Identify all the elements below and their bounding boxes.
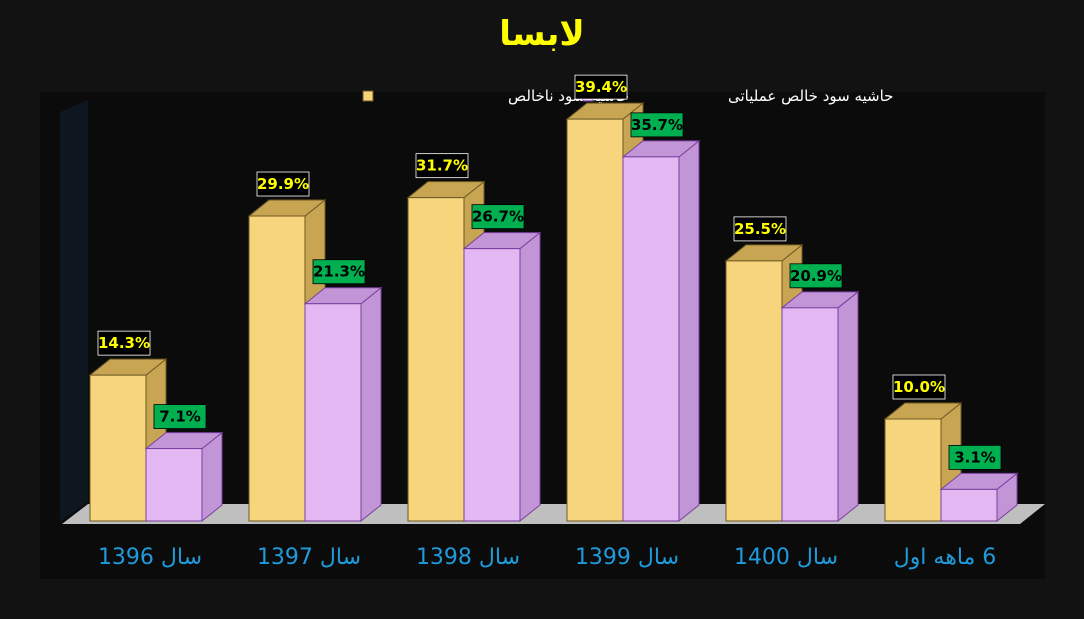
- bar-side: [360, 286, 382, 523]
- category-label-2: سال 1397: [257, 545, 361, 570]
- value-label-text: 10.0%: [893, 378, 945, 396]
- value-label-box: [892, 374, 946, 400]
- bar-2-4: [621, 139, 701, 523]
- value-label-box: [256, 171, 310, 197]
- value-label-box: [630, 112, 684, 138]
- value-label-box: [948, 444, 1002, 470]
- value-label-series-2-3: 26.7%: [471, 204, 525, 230]
- value-label-series-2-4: 35.7%: [630, 112, 684, 138]
- bar-side: [519, 231, 541, 523]
- bar-front: [566, 118, 624, 522]
- bar-1-1: [88, 358, 168, 523]
- value-label-series-2-6: 3.1%: [948, 444, 1002, 470]
- back-wall: [60, 100, 88, 522]
- bar-2-3: [462, 231, 542, 523]
- value-label-series-1-5: 25.5%: [733, 216, 787, 242]
- value-label-series-2-1: 7.1%: [153, 404, 207, 429]
- value-label-text: 26.7%: [472, 208, 524, 226]
- legend-swatch-series-1: [362, 90, 374, 102]
- bar-front: [463, 248, 521, 522]
- value-label-text: 14.3%: [98, 334, 150, 352]
- value-label-text: 3.1%: [954, 448, 996, 466]
- value-label-box: [733, 216, 787, 242]
- bar-front: [622, 156, 680, 522]
- bar-front: [248, 215, 306, 522]
- value-label-box: [415, 153, 469, 179]
- bar-side: [837, 290, 859, 523]
- value-label-series-1-6: 10.0%: [892, 374, 946, 400]
- bar-front: [940, 488, 998, 522]
- bar-front: [304, 303, 362, 522]
- value-label-box: [471, 204, 525, 230]
- legend-label-series-2: حاشیه سود خالص عملیاتی: [728, 87, 893, 105]
- category-label-6: 6 ماهه اول: [894, 545, 997, 570]
- value-label-series-2-5: 20.9%: [789, 263, 843, 289]
- bar-side: [678, 139, 700, 523]
- value-label-box: [789, 263, 843, 289]
- category-label-1: سال 1396: [98, 545, 202, 570]
- value-label-series-1-1: 14.3%: [97, 330, 151, 356]
- bar-front: [145, 448, 203, 522]
- value-label-series-1-4: 39.4%: [574, 74, 628, 100]
- value-label-series-2-2: 21.3%: [312, 259, 366, 285]
- value-label-text: 20.9%: [790, 267, 842, 285]
- bar-2-1: [144, 431, 224, 523]
- value-label-text: 31.7%: [416, 157, 468, 175]
- category-labels-group: سال 1396 سال 1397 سال 1398 سال 1399 سال 1400…: [98, 545, 996, 570]
- value-label-series-1-3: 31.7%: [415, 153, 469, 179]
- bar-front: [781, 307, 839, 522]
- bars-group: [88, 102, 1019, 523]
- value-label-text: 25.5%: [734, 220, 786, 238]
- value-label-text: 21.3%: [313, 263, 365, 281]
- value-label-text: 29.9%: [257, 175, 309, 193]
- value-label-text: 35.7%: [631, 116, 683, 134]
- category-label-4: سال 1399: [575, 545, 679, 570]
- value-labels-group: 14.3% 7.1% 29.9% 21.3% 31.7% 26.7% 39.4% 35.7% 2…: [97, 74, 1002, 470]
- bar-2-2: [303, 286, 383, 523]
- value-label-box: [97, 330, 151, 356]
- chart-title: لابسا: [499, 14, 585, 54]
- value-label-text: 39.4%: [575, 78, 627, 96]
- category-label-3: سال 1398: [416, 545, 520, 570]
- value-label-box: [312, 259, 366, 285]
- bar-front: [89, 374, 147, 522]
- value-label-text: 7.1%: [159, 408, 201, 426]
- value-label-box: [153, 404, 207, 429]
- bar-front: [884, 418, 942, 522]
- bar-front: [407, 197, 465, 522]
- value-label-box: [574, 74, 628, 100]
- bar-2-6: [939, 472, 1019, 523]
- category-label-5: سال 1400: [734, 545, 838, 570]
- value-label-series-1-2: 29.9%: [256, 171, 310, 197]
- bar-2-5: [780, 290, 860, 523]
- bar-front: [725, 260, 783, 522]
